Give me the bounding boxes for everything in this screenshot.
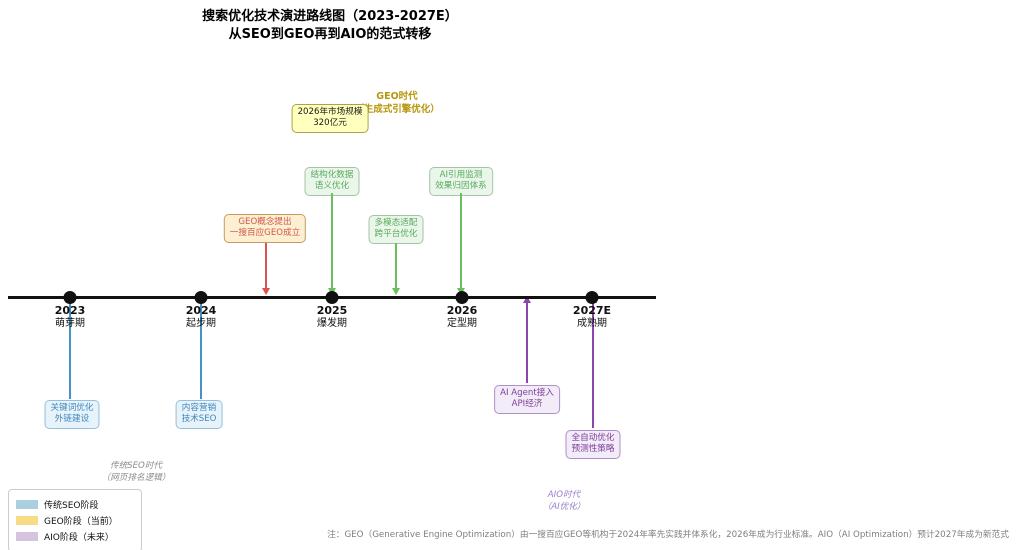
title-line1: 搜索优化技术演进路线图（2023-2027E） [202, 9, 458, 24]
annotation-line: 多模态适配 [374, 218, 418, 228]
aio-era-line1: AIO时代 [547, 490, 581, 500]
timeline-dot-2026 [455, 291, 469, 304]
phase-text: 成熟期 [576, 318, 607, 330]
timeline-dot-2024 [194, 291, 208, 304]
annotation-line: AI Agent接入 [500, 388, 554, 398]
annotation-ai-citation: AI引用监测 效果归因体系 [429, 167, 493, 196]
annotation-line: GEO概念提出 [238, 217, 292, 227]
arrow-ai-agent [523, 296, 531, 383]
geo-era-line1: GEO时代 [376, 91, 418, 102]
phase-text: 起步期 [186, 318, 216, 330]
timeline-dot-2023 [63, 291, 77, 304]
annotation-geo-concept: GEO概念提出 一搜百应GEO成立 [223, 214, 307, 243]
geo-era-line2: （生成式引擎优化） [354, 104, 440, 116]
phase-text: 定型期 [447, 318, 477, 330]
arrow-geo-concept [262, 243, 270, 295]
annotation-line: 跨平台优化 [374, 229, 418, 240]
annotation-line: 外链建设 [54, 414, 90, 425]
legend: 传统SEO阶段 GEO阶段（当前） AIO阶段（未来） [8, 489, 142, 550]
legend-item-seo: 传统SEO阶段 [16, 498, 134, 511]
market-size-line2: 320亿元 [313, 118, 347, 129]
annotation-line: 技术SEO [181, 414, 217, 425]
market-size-line1: 2026年市场规模 [297, 107, 363, 117]
year-label-2025: 2025 爆发期 [317, 304, 348, 330]
year-text: 2025 [316, 304, 348, 317]
legend-label: AIO阶段（未来） [44, 533, 114, 543]
annotation-line: 预测性策略 [571, 444, 615, 455]
annotation-auto-opt: 全自动优化 预测性策略 [565, 430, 621, 459]
annotation-line: 效果归因体系 [435, 181, 487, 192]
market-size-box: 2026年市场规模 320亿元 [291, 104, 369, 133]
legend-label: GEO阶段（当前） [44, 517, 118, 527]
annotation-line: AI引用监测 [439, 170, 483, 180]
annotation-line: 语义优化 [314, 181, 350, 192]
phase-text: 爆发期 [317, 318, 347, 330]
annotation-seo-2023: 关键词优化 外链建设 [44, 400, 100, 429]
annotation-line: 关键词优化 [50, 403, 94, 413]
legend-swatch-geo [16, 516, 38, 525]
arrow-multimodal [392, 243, 400, 295]
timeline-dot-2027e [585, 291, 599, 304]
footnote: 注：GEO（Generative Engine Optimization）由一搜… [327, 530, 1009, 540]
arrow-structured-data [328, 193, 336, 295]
aio-era-label: AIO时代 （AI优化） [543, 489, 586, 513]
arrow-ai-citation [457, 193, 465, 295]
annotation-line: 结构化数据 [310, 170, 354, 180]
legend-swatch-aio [16, 532, 38, 541]
seo-era-label: 传统SEO时代 （网页排名逻辑） [102, 460, 171, 484]
annotation-seo-2024: 内容营销 技术SEO [175, 400, 223, 429]
timeline-dot-2025 [325, 291, 339, 304]
legend-swatch-seo [16, 500, 38, 509]
year-label-2023: 2023 萌芽期 [55, 304, 86, 330]
year-text: 2026 [446, 304, 478, 317]
aio-era-line2: （AI优化） [542, 502, 586, 513]
annotation-line: 内容营销 [181, 403, 217, 413]
phase-text: 萌芽期 [55, 318, 85, 330]
legend-item-aio: AIO阶段（未来） [16, 530, 134, 543]
legend-item-geo: GEO阶段（当前） [16, 514, 134, 527]
seo-era-line1: 传统SEO时代 [109, 461, 163, 471]
year-label-2026: 2026 定型期 [447, 304, 478, 330]
title-line2: 从SEO到GEO再到AIO的范式转移 [228, 27, 432, 43]
year-label-2024: 2024 起步期 [186, 304, 217, 330]
annotation-line: 一搜百应GEO成立 [229, 228, 301, 239]
page-title: 搜索优化技术演进路线图（2023-2027E） 从SEO到GEO再到AIO的范式… [0, 8, 660, 44]
annotation-structured-data: 结构化数据 语义优化 [304, 167, 360, 196]
legend-label: 传统SEO阶段 [44, 501, 99, 511]
annotation-line: API经济 [511, 399, 543, 410]
annotation-line: 全自动优化 [571, 433, 615, 443]
year-text: 2023 [54, 304, 86, 317]
year-text: 2024 [185, 304, 217, 317]
annotation-multimodal: 多模态适配 跨平台优化 [368, 215, 424, 244]
year-label-2027e: 2027E 成熟期 [573, 304, 611, 330]
geo-era-label: GEO时代 （生成式引擎优化） [354, 90, 440, 117]
annotation-ai-agent: AI Agent接入 API经济 [494, 385, 560, 414]
year-text: 2027E [572, 304, 612, 317]
seo-era-line2: （网页排名逻辑） [101, 473, 171, 484]
